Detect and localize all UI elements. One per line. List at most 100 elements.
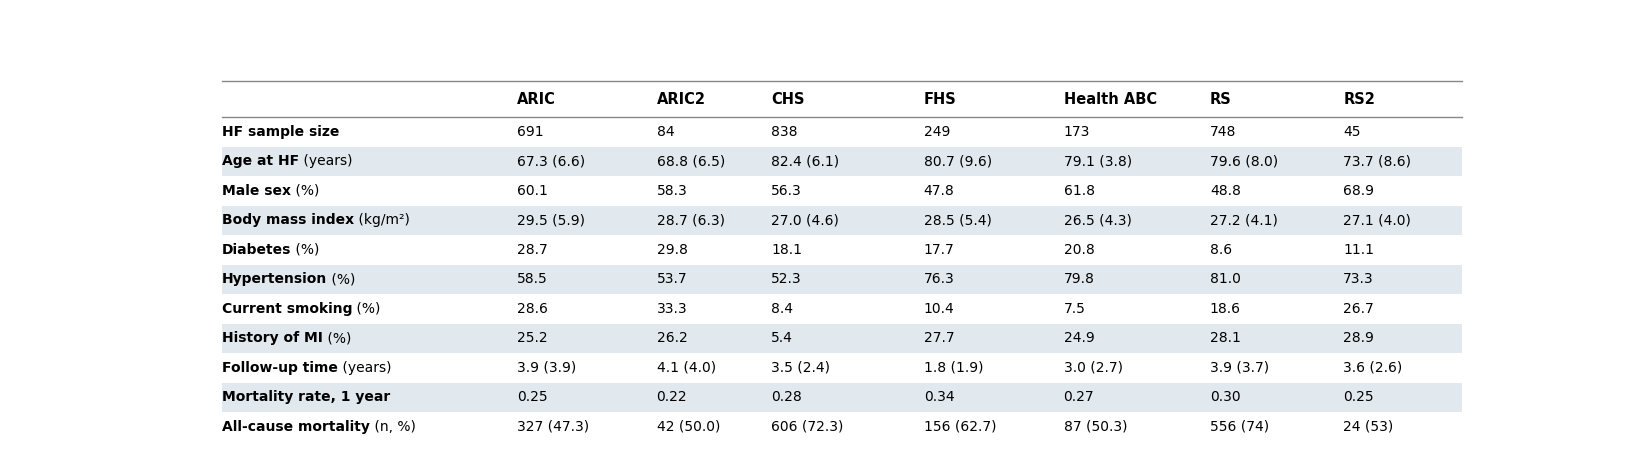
Text: 11.1: 11.1 — [1344, 243, 1375, 257]
Text: 28.7 (6.3): 28.7 (6.3) — [656, 213, 725, 227]
Text: 3.6 (2.6): 3.6 (2.6) — [1344, 361, 1403, 375]
Text: 3.0 (2.7): 3.0 (2.7) — [1063, 361, 1122, 375]
Text: RS2: RS2 — [1344, 92, 1375, 106]
Text: 1.8 (1.9): 1.8 (1.9) — [924, 361, 983, 375]
Text: ARIC: ARIC — [517, 92, 556, 106]
Text: 3.9 (3.7): 3.9 (3.7) — [1209, 361, 1268, 375]
Text: RS: RS — [1209, 92, 1232, 106]
Text: 27.1 (4.0): 27.1 (4.0) — [1344, 213, 1411, 227]
Bar — [222, 265, 1462, 294]
Text: 81.0: 81.0 — [1209, 272, 1241, 286]
Text: Diabetes: Diabetes — [222, 243, 290, 257]
Text: 82.4 (6.1): 82.4 (6.1) — [771, 155, 839, 169]
Text: 10.4: 10.4 — [924, 302, 955, 316]
Text: (years): (years) — [338, 361, 391, 375]
Text: 60.1: 60.1 — [517, 184, 548, 198]
Text: 58.5: 58.5 — [517, 272, 548, 286]
Text: 79.1 (3.8): 79.1 (3.8) — [1063, 155, 1132, 169]
Text: (%): (%) — [323, 331, 351, 345]
Text: 838: 838 — [771, 125, 798, 139]
Text: (kg/m²): (kg/m²) — [354, 213, 410, 227]
Text: 173: 173 — [1063, 125, 1090, 139]
Text: 0.27: 0.27 — [1063, 390, 1095, 404]
Bar — [222, 147, 1462, 176]
Text: 27.0 (4.6): 27.0 (4.6) — [771, 213, 839, 227]
Bar — [222, 205, 1462, 235]
Text: 26.5 (4.3): 26.5 (4.3) — [1063, 213, 1131, 227]
Text: 67.3 (6.6): 67.3 (6.6) — [517, 155, 584, 169]
Text: 61.8: 61.8 — [1063, 184, 1095, 198]
Text: 606 (72.3): 606 (72.3) — [771, 420, 843, 434]
Text: 5.4: 5.4 — [771, 331, 793, 345]
Text: 68.8 (6.5): 68.8 (6.5) — [656, 155, 725, 169]
Text: (years): (years) — [299, 155, 353, 169]
Text: 8.4: 8.4 — [771, 302, 793, 316]
Text: 0.25: 0.25 — [1344, 390, 1374, 404]
Text: FHS: FHS — [924, 92, 957, 106]
Text: 58.3: 58.3 — [656, 184, 688, 198]
Text: 748: 748 — [1209, 125, 1236, 139]
Text: 42 (50.0): 42 (50.0) — [656, 420, 720, 434]
Text: (%): (%) — [290, 243, 320, 257]
Text: 28.7: 28.7 — [517, 243, 548, 257]
Text: 28.1: 28.1 — [1209, 331, 1241, 345]
Text: CHS: CHS — [771, 92, 804, 106]
Text: 18.1: 18.1 — [771, 243, 802, 257]
Text: 0.30: 0.30 — [1209, 390, 1241, 404]
Text: 18.6: 18.6 — [1209, 302, 1241, 316]
Text: 3.5 (2.4): 3.5 (2.4) — [771, 361, 830, 375]
Text: 84: 84 — [656, 125, 674, 139]
Text: 4.1 (4.0): 4.1 (4.0) — [656, 361, 715, 375]
Text: (%): (%) — [327, 272, 356, 286]
Bar — [222, 382, 1462, 412]
Text: 7.5: 7.5 — [1063, 302, 1085, 316]
Text: All-cause mortality: All-cause mortality — [222, 420, 369, 434]
Text: 24 (53): 24 (53) — [1344, 420, 1393, 434]
Text: 556 (74): 556 (74) — [1209, 420, 1268, 434]
Text: 45: 45 — [1344, 125, 1360, 139]
Text: 28.5 (5.4): 28.5 (5.4) — [924, 213, 991, 227]
Text: 156 (62.7): 156 (62.7) — [924, 420, 996, 434]
Text: Current smoking: Current smoking — [222, 302, 353, 316]
Text: History of MI: History of MI — [222, 331, 323, 345]
Text: 0.22: 0.22 — [656, 390, 688, 404]
Text: HF sample size: HF sample size — [222, 125, 340, 139]
Text: 28.6: 28.6 — [517, 302, 548, 316]
Text: 26.7: 26.7 — [1344, 302, 1374, 316]
Text: Hypertension: Hypertension — [222, 272, 327, 286]
Text: 20.8: 20.8 — [1063, 243, 1095, 257]
Text: ARIC2: ARIC2 — [656, 92, 706, 106]
Text: 0.28: 0.28 — [771, 390, 802, 404]
Text: Body mass index: Body mass index — [222, 213, 354, 227]
Text: (%): (%) — [353, 302, 381, 316]
Text: Male sex: Male sex — [222, 184, 290, 198]
Text: 79.8: 79.8 — [1063, 272, 1095, 286]
Text: 87 (50.3): 87 (50.3) — [1063, 420, 1127, 434]
Text: 0.34: 0.34 — [924, 390, 955, 404]
Text: 52.3: 52.3 — [771, 272, 802, 286]
Text: (%): (%) — [290, 184, 318, 198]
Text: 53.7: 53.7 — [656, 272, 688, 286]
Text: 3.9 (3.9): 3.9 (3.9) — [517, 361, 576, 375]
Text: 24.9: 24.9 — [1063, 331, 1095, 345]
Text: 80.7 (9.6): 80.7 (9.6) — [924, 155, 991, 169]
Text: Mortality rate, 1 year: Mortality rate, 1 year — [222, 390, 391, 404]
Text: 17.7: 17.7 — [924, 243, 955, 257]
Text: 25.2: 25.2 — [517, 331, 548, 345]
Text: 68.9: 68.9 — [1344, 184, 1375, 198]
Text: 327 (47.3): 327 (47.3) — [517, 420, 589, 434]
Text: 73.7 (8.6): 73.7 (8.6) — [1344, 155, 1411, 169]
Text: 27.7: 27.7 — [924, 331, 955, 345]
Text: 79.6 (8.0): 79.6 (8.0) — [1209, 155, 1278, 169]
Text: 29.5 (5.9): 29.5 (5.9) — [517, 213, 584, 227]
Text: 47.8: 47.8 — [924, 184, 955, 198]
Text: 26.2: 26.2 — [656, 331, 688, 345]
Bar — [222, 324, 1462, 353]
Text: 28.9: 28.9 — [1344, 331, 1374, 345]
Text: 249: 249 — [924, 125, 950, 139]
Text: 48.8: 48.8 — [1209, 184, 1241, 198]
Text: 27.2 (4.1): 27.2 (4.1) — [1209, 213, 1278, 227]
Text: (n, %): (n, %) — [369, 420, 415, 434]
Text: 56.3: 56.3 — [771, 184, 802, 198]
Text: Age at HF: Age at HF — [222, 155, 299, 169]
